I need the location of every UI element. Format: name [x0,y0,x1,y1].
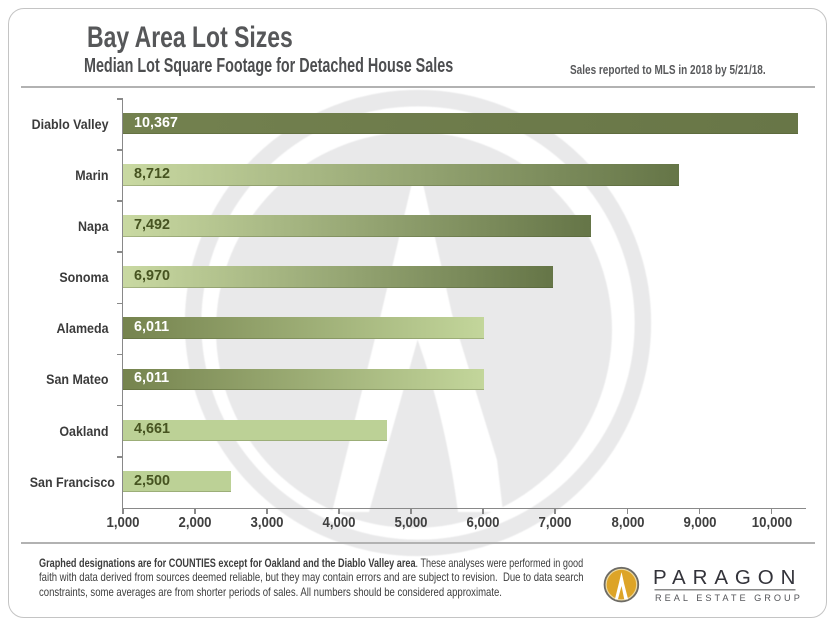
svg-text:PARAGON: PARAGON [653,566,802,589]
svg-text:REAL ESTATE GROUP: REAL ESTATE GROUP [655,593,803,603]
